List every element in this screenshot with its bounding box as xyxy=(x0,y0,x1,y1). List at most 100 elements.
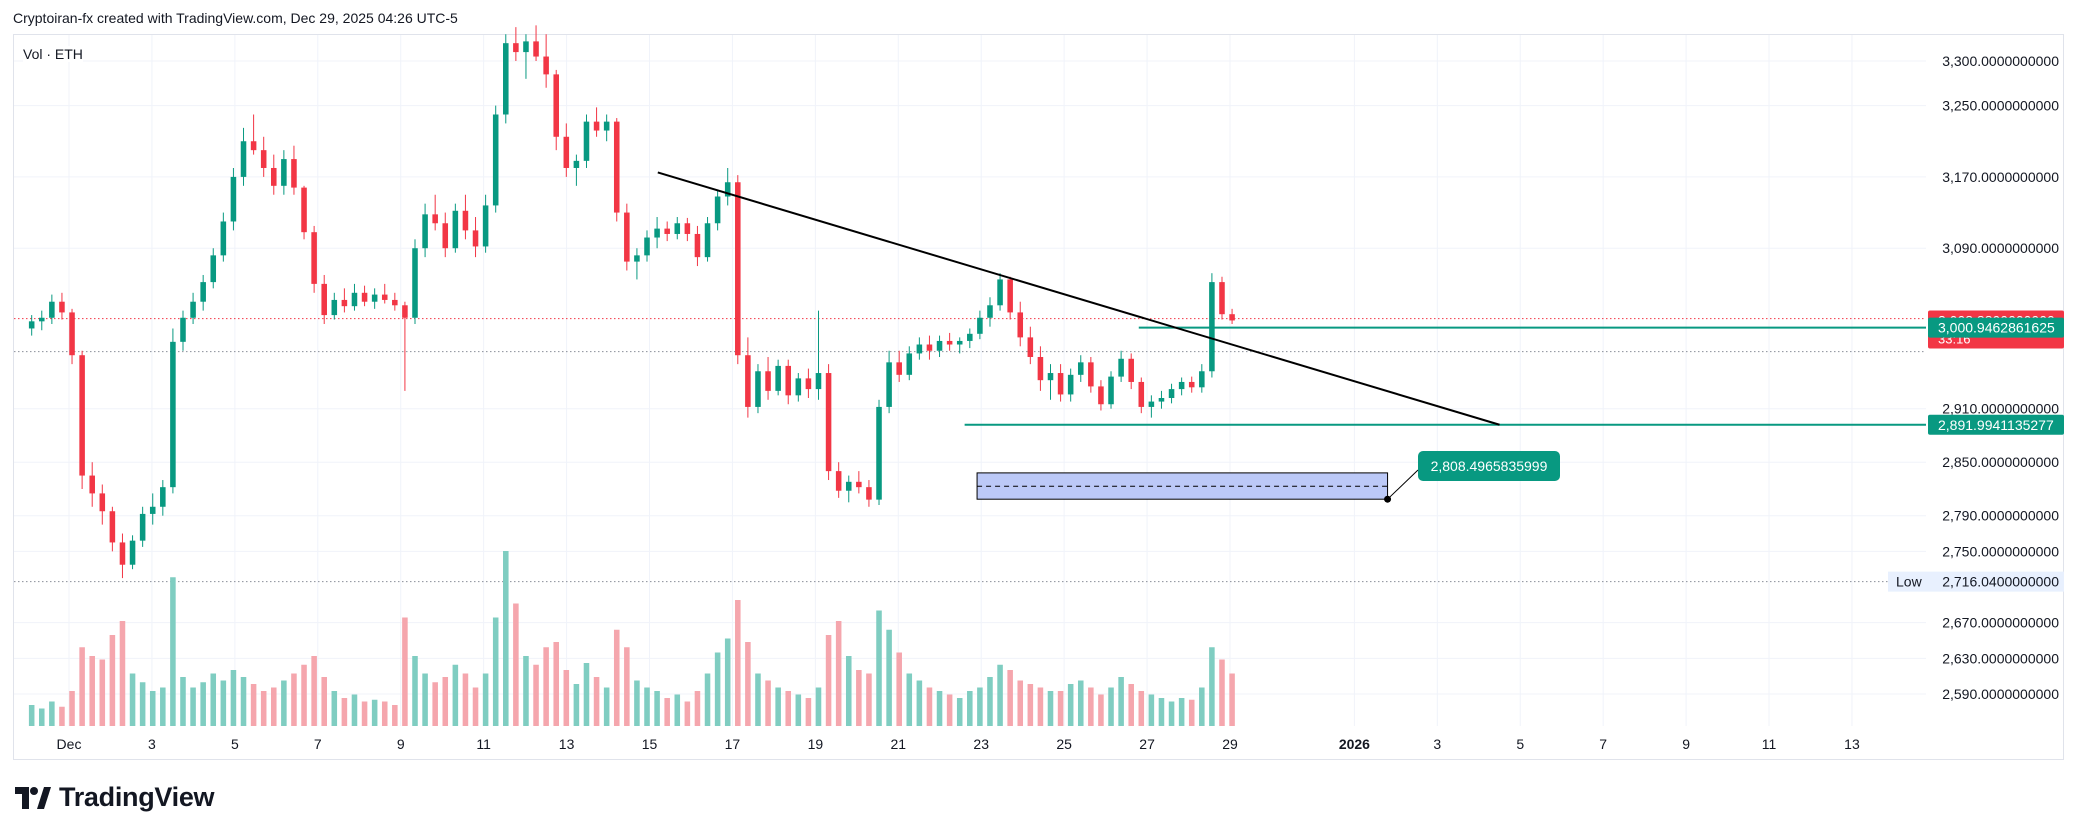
time-axis: Dec 3 5 7 9 11 13 15 17 19 21 23 25 27 29 2026 3 5 7 9 11 13 xyxy=(57,736,1860,752)
candle-body xyxy=(906,353,913,375)
candle xyxy=(1108,371,1114,409)
candle-body xyxy=(977,317,983,334)
volume-bar xyxy=(402,617,408,726)
volume-bar xyxy=(1188,699,1195,726)
candle-body xyxy=(482,205,489,247)
candle-body xyxy=(291,159,297,188)
candle-body xyxy=(613,121,620,213)
time-axis-label: 11 xyxy=(1762,736,1777,752)
price-badge-bg xyxy=(1928,317,2064,338)
candle-body xyxy=(835,471,842,491)
volume-bar xyxy=(160,687,166,726)
price-badge: 2,891.9941135277 xyxy=(1928,414,2064,435)
candle xyxy=(684,217,691,242)
candle xyxy=(1148,395,1155,418)
candle-body xyxy=(89,475,95,494)
candle-body xyxy=(674,223,681,234)
callout-anchor-dot xyxy=(1384,495,1392,503)
candle xyxy=(180,310,186,351)
volume-bar xyxy=(835,621,842,726)
candle xyxy=(563,123,570,177)
candle xyxy=(1229,308,1235,325)
volume-bar xyxy=(1128,684,1134,726)
volume-bars xyxy=(28,551,1235,726)
candle xyxy=(765,356,771,400)
candle xyxy=(139,506,146,547)
volume-bar xyxy=(38,708,45,726)
candle xyxy=(603,114,610,142)
candle xyxy=(119,533,126,579)
candle-body xyxy=(301,187,307,233)
candle xyxy=(634,248,640,280)
candle-body xyxy=(714,196,721,224)
volume-bar xyxy=(281,680,287,726)
low-badge-bg xyxy=(1888,571,2064,592)
candle xyxy=(583,114,590,168)
volume-bar xyxy=(99,659,106,726)
candle-body xyxy=(1037,356,1044,381)
candle xyxy=(412,239,418,325)
candle-body xyxy=(1118,358,1124,377)
candle-body xyxy=(1108,376,1114,405)
volume-bar xyxy=(503,551,509,726)
candle xyxy=(109,506,116,552)
candle-body xyxy=(866,487,872,500)
time-axis-label: 13 xyxy=(559,736,575,752)
candle-body xyxy=(644,237,650,256)
candle xyxy=(281,150,287,195)
volume-bar xyxy=(200,682,206,726)
candle-body xyxy=(503,43,509,115)
candle-body xyxy=(1098,386,1104,405)
volume-bar xyxy=(664,698,670,726)
candle-body xyxy=(260,150,267,168)
candle-body xyxy=(250,141,257,151)
candle-body xyxy=(1138,381,1145,407)
candle xyxy=(1047,364,1054,400)
candle-body xyxy=(916,344,923,354)
candle-body xyxy=(694,233,701,258)
candle xyxy=(1168,383,1175,404)
volume-bar xyxy=(967,691,973,726)
volume-bar xyxy=(351,694,358,726)
chart-frame xyxy=(13,34,2064,760)
callout-box xyxy=(1418,451,1560,481)
candle-body xyxy=(402,305,408,318)
price-axis-label: 3,170.0000000000 xyxy=(1942,169,2059,185)
volume-bar xyxy=(271,687,277,726)
volume-bar xyxy=(886,629,892,726)
volume-bar xyxy=(321,677,327,726)
volume-bar xyxy=(624,647,630,726)
volume-bar xyxy=(412,656,418,726)
candle xyxy=(422,203,428,258)
volume-bar xyxy=(694,691,701,726)
candle xyxy=(381,283,388,304)
volume-bar xyxy=(603,687,610,726)
candle xyxy=(664,221,670,242)
tradingview-logo-icon xyxy=(15,786,51,809)
volume-bar xyxy=(139,682,146,726)
candle-body xyxy=(160,487,166,507)
volume-bar xyxy=(543,647,549,726)
candle-body xyxy=(462,210,469,231)
candle xyxy=(805,368,812,399)
volume-bar xyxy=(1229,673,1235,726)
candle xyxy=(1027,326,1034,365)
volume-bar xyxy=(644,687,650,726)
candle-body xyxy=(442,223,449,249)
candle xyxy=(906,346,913,381)
volume-bar xyxy=(1027,684,1034,726)
volume-bar xyxy=(1057,691,1064,726)
volume-bar xyxy=(946,694,953,726)
candle xyxy=(129,535,136,570)
time-axis-label: 13 xyxy=(1844,736,1860,752)
candle xyxy=(523,34,529,79)
candle xyxy=(714,190,721,231)
candle-body xyxy=(956,340,963,345)
candle-body xyxy=(946,340,953,345)
candle-body xyxy=(240,141,247,177)
candle-body xyxy=(311,232,317,284)
low-badge: Low 2,716.0400000000 xyxy=(1888,571,2064,592)
tradingview-logo[interactable]: TradingView xyxy=(15,782,215,813)
candle-body xyxy=(59,301,65,313)
